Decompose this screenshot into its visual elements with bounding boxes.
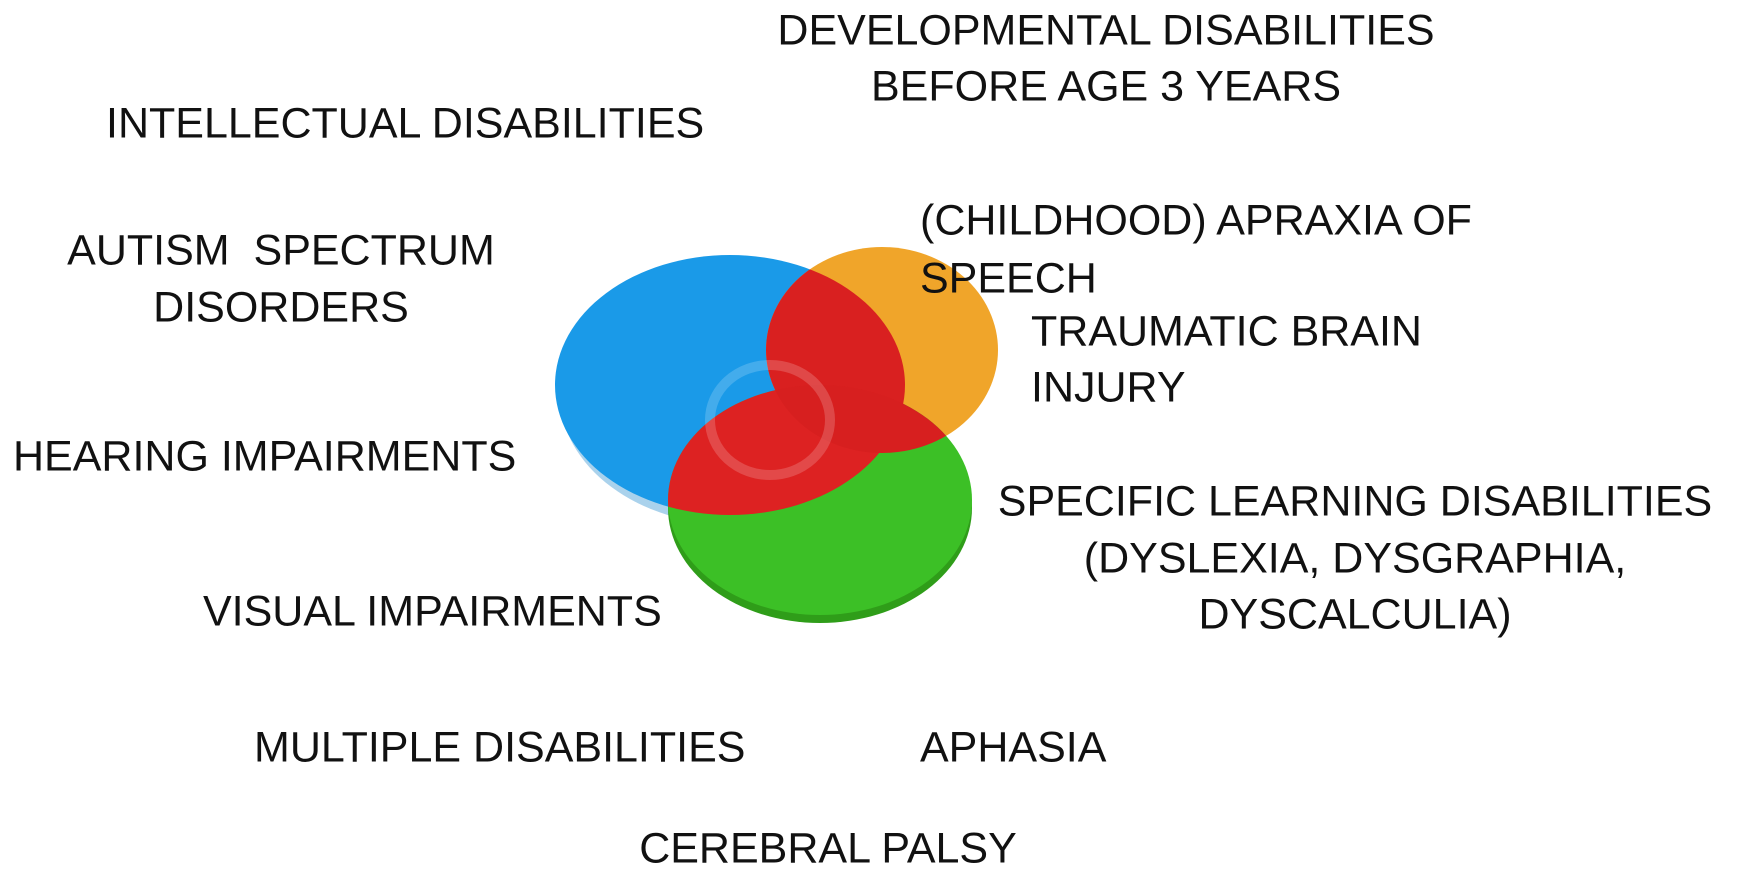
label: MULTIPLE DISABILITIES	[254, 723, 745, 771]
slide: {"labels": [ {"lines": ["DEVELOPMENTAL D…	[0, 0, 1740, 867]
label: (CHILDHOOD) APRAXIA OF	[920, 196, 1472, 244]
label: APHASIA	[920, 723, 1107, 771]
venn-graphic	[555, 247, 998, 623]
label: DISORDERS	[153, 283, 409, 331]
label: AUTISM SPECTRUM	[67, 226, 495, 274]
label: VISUAL IMPAIRMENTS	[203, 587, 662, 635]
label: INJURY	[1031, 363, 1186, 411]
label: BEFORE AGE 3 YEARS	[871, 62, 1341, 110]
label: HEARING IMPAIRMENTS	[13, 432, 516, 480]
label: SPECIFIC LEARNING DISABILITIES	[998, 477, 1712, 525]
label: TRAUMATIC BRAIN	[1031, 307, 1422, 355]
slide-canvas: DEVELOPMENTAL DISABILITIES BEFORE AGE 3 …	[0, 0, 1740, 867]
label: CEREBRAL PALSY	[639, 824, 1017, 867]
label: SPEECH	[920, 254, 1097, 302]
label: DEVELOPMENTAL DISABILITIES	[777, 6, 1434, 54]
label: DYSCALCULIA)	[1198, 590, 1511, 638]
label: (DYSLEXIA, DYSGRAPHIA,	[1084, 534, 1626, 582]
label: INTELLECTUAL DISABILITIES	[106, 99, 704, 147]
